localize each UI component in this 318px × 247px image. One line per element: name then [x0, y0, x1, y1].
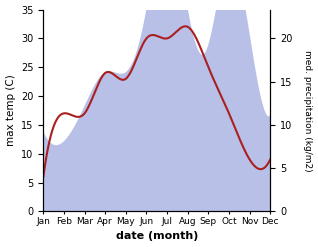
Y-axis label: med. precipitation (kg/m2): med. precipitation (kg/m2) — [303, 50, 313, 171]
X-axis label: date (month): date (month) — [116, 231, 198, 242]
Y-axis label: max temp (C): max temp (C) — [5, 75, 16, 146]
